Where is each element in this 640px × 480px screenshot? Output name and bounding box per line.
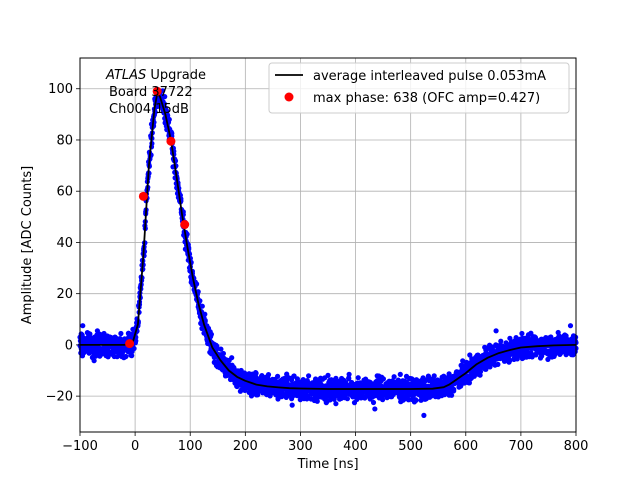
scatter-point <box>129 353 135 359</box>
scatter-point <box>289 402 295 408</box>
annotation-atlas: ATLAS <box>105 68 146 83</box>
legend-label-max-phase: max phase: 638 (OFC amp=0.427) <box>313 91 540 106</box>
scatter-point <box>346 371 352 377</box>
x-tick-label: 400 <box>343 439 368 454</box>
scatter-point <box>431 373 437 379</box>
scatter-point <box>539 353 545 359</box>
y-tick-label: 0 <box>65 338 73 353</box>
scatter-point <box>166 116 172 123</box>
scatter-point <box>333 401 339 407</box>
legend: average interleaved pulse 0.053mA max ph… <box>268 62 570 114</box>
scatter-point <box>131 345 137 352</box>
scatter-point <box>275 373 281 379</box>
scatter-point <box>218 346 224 352</box>
annotation-board: Board 37722 <box>109 85 193 100</box>
x-tick-label: 600 <box>453 439 478 454</box>
scatter-point <box>265 372 272 378</box>
scatter-point <box>306 373 312 379</box>
scatter-point <box>344 396 350 402</box>
x-tick-label: 300 <box>288 439 313 454</box>
scatter-point <box>355 375 361 381</box>
legend-label-average: average interleaved pulse 0.053mA <box>313 69 546 84</box>
scatter-point <box>123 353 129 360</box>
scatter-point <box>325 372 331 378</box>
scatter-point <box>477 369 484 375</box>
x-axis: −100 0 100 200 300 400 500 600 700 800 <box>62 432 588 454</box>
max-phase-point <box>125 339 135 349</box>
scatter-point <box>199 303 205 309</box>
x-tick-label: 700 <box>508 439 533 454</box>
x-tick-label: −100 <box>62 439 98 454</box>
max-phase-point <box>180 220 190 230</box>
scatter-point <box>483 366 489 372</box>
scatter-point <box>372 406 378 412</box>
max-phase-points-layer <box>125 86 190 349</box>
legend-box <box>268 62 570 114</box>
scatter-point <box>370 399 377 406</box>
scatter-point <box>567 323 574 329</box>
y-axis: −20 0 20 40 60 80 100 <box>46 82 80 405</box>
scatter-point <box>495 361 501 367</box>
y-tick-label: 100 <box>48 82 73 97</box>
x-tick-label: 0 <box>131 439 139 454</box>
y-tick-label: 60 <box>56 185 73 200</box>
scatter-point <box>493 328 499 334</box>
x-tick-label: 800 <box>564 439 589 454</box>
scatter-point <box>451 388 457 394</box>
scatter-point <box>229 355 235 361</box>
scatter-point <box>413 397 419 403</box>
max-phase-point <box>152 86 162 96</box>
x-tick-label: 200 <box>233 439 258 454</box>
y-tick-label: 20 <box>56 287 73 302</box>
scatter-point <box>253 370 259 376</box>
scatter-point <box>449 392 455 398</box>
scatter-point <box>391 374 397 380</box>
max-phase-point <box>138 191 148 201</box>
y-tick-label: −20 <box>46 390 73 405</box>
scatter-point <box>91 358 97 364</box>
scatter-point <box>220 350 226 357</box>
plot-frame <box>79 57 577 433</box>
scatter-point <box>507 357 513 363</box>
scatter-point <box>498 338 504 344</box>
annotation-channel: Ch004 15dB <box>109 102 189 117</box>
scatter-band <box>77 86 579 418</box>
scatter-point <box>380 397 386 403</box>
scatter-point <box>397 371 403 377</box>
scatter-point <box>87 331 93 337</box>
scatter-point <box>314 398 320 404</box>
annotation-upgrade: Upgrade <box>146 68 206 83</box>
scatter-point <box>545 356 551 362</box>
scatter-point <box>380 376 386 382</box>
scatter-point <box>202 311 208 317</box>
y-tick-label: 80 <box>56 133 73 148</box>
svg-text:ATLAS Upgrade: ATLAS Upgrade <box>105 68 206 83</box>
scatter-point <box>162 94 168 100</box>
max-phase-point <box>166 136 176 146</box>
scatter-point <box>519 330 525 337</box>
scatter-point <box>331 396 337 402</box>
scatter-point <box>118 330 124 337</box>
scatter-point <box>421 412 427 418</box>
legend-point-swatch <box>284 92 294 102</box>
y-tick-label: 40 <box>56 236 73 251</box>
scatter-point <box>80 323 86 329</box>
scatter-point <box>346 376 352 382</box>
scatter-point <box>475 352 481 358</box>
x-tick-label: 100 <box>178 439 203 454</box>
x-tick-label: 500 <box>398 439 423 454</box>
x-axis-label: Time [ns] <box>296 457 358 472</box>
y-axis-label: Amplitude [ADC Counts] <box>20 166 35 324</box>
annotation: ATLAS Upgrade Board 37722 Ch004 15dB <box>105 68 206 117</box>
scatter-point <box>214 346 220 352</box>
scatter-point <box>514 356 520 362</box>
scatter-point <box>208 331 214 337</box>
